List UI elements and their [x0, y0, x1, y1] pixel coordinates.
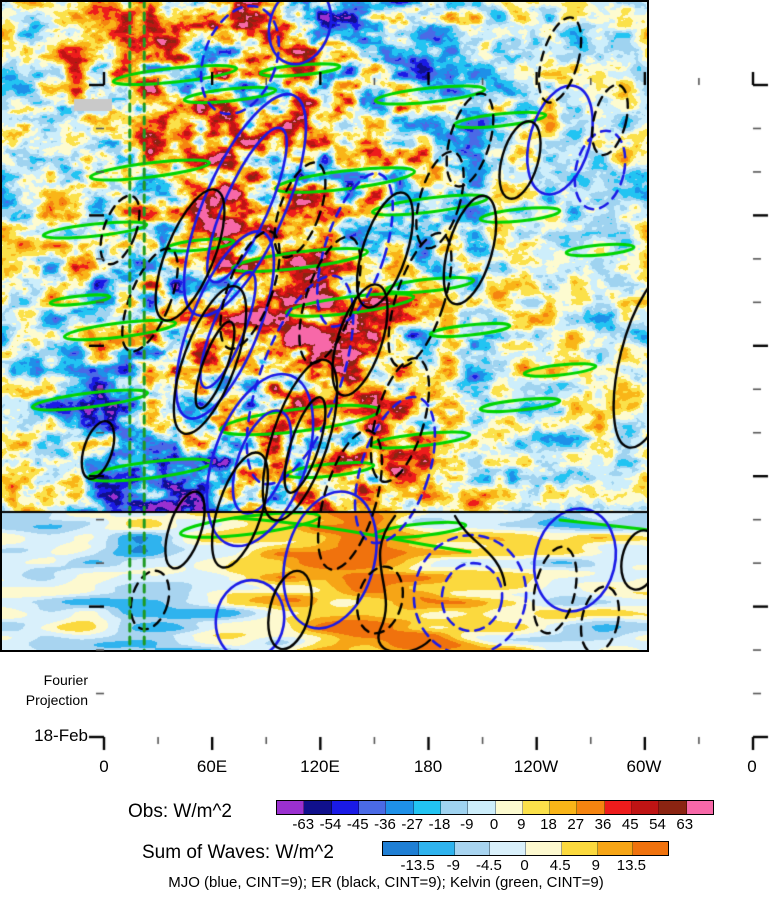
colorbar-cell — [277, 801, 305, 814]
colorbar-tick-label: -36 — [374, 816, 396, 833]
colorbar-cell — [331, 801, 359, 814]
colorbar-cell — [550, 801, 578, 814]
x-tick-label-7: 0 — [747, 757, 757, 776]
x-axis-labels: 0 60E 120E 180 120W 60W 0 — [0, 757, 772, 783]
colorbar-cell — [495, 801, 523, 814]
fourier-projection-label-line2: Projection — [25, 692, 88, 708]
colorbar-cell — [633, 842, 668, 855]
colorbar-tick-label: -18 — [428, 816, 451, 833]
colorbar-tick-label: -9 — [460, 816, 474, 833]
colorbar-tick-label: -54 — [319, 816, 342, 833]
colorbar-cell — [522, 801, 551, 814]
x-tick-label-6: 60W — [626, 757, 662, 776]
wave-legend-caption: MJO (blue, CINT=9); ER (black, CINT=9); … — [168, 874, 604, 891]
colorbar-cell — [686, 801, 713, 814]
colorbar-tick-label: -13.5 — [400, 857, 435, 874]
colorbar-cell — [454, 842, 491, 855]
colorbar-cell — [440, 801, 469, 814]
colorbar-cell — [561, 842, 598, 855]
colorbar-tick-label: 63 — [676, 816, 694, 833]
wave-contour-overlay — [0, 0, 649, 652]
colorbar-cell — [526, 842, 562, 855]
colorbar-tick-label: 13.5 — [616, 857, 646, 874]
colorbar-cell — [358, 801, 387, 814]
x-tick-label-5: 120W — [513, 757, 559, 776]
colorbar-tick-label: 9 — [591, 857, 600, 874]
colorbar-tick-label: 27 — [567, 816, 585, 833]
colorbar-cell — [418, 842, 455, 855]
obs-colorbar-ticks: -63 -54 -45 -36 -27 -18 -9 0 9 18 27 36 45 54 63 — [276, 816, 712, 834]
waves-colorbar[interactable] — [382, 841, 669, 856]
colorbar-tick-label: 45 — [621, 816, 639, 833]
y-tick-label-6: 18-Feb — [34, 726, 88, 745]
x-tick-label-4: 180 — [413, 757, 443, 776]
colorbar-tick-label: 0 — [489, 816, 499, 833]
waves-colorbar-group: Sum of Waves: W/m^2 -13.5 -9 -4.5 0 4.5 9 13.5 — [0, 840, 772, 874]
colorbar-tick-label: -45 — [346, 816, 369, 833]
colorbar-cell — [632, 801, 660, 814]
colorbar-cell — [304, 801, 332, 814]
colorbar-cell — [383, 842, 419, 855]
colorbar-tick-label: 9 — [517, 816, 526, 833]
colorbar-cell — [413, 801, 441, 814]
colorbar-cell — [577, 801, 605, 814]
colorbar-tick-label: 0 — [520, 857, 529, 874]
colorbar-cell — [597, 842, 634, 855]
colorbar-tick-label: -27 — [401, 816, 424, 833]
obs-colorbar[interactable] — [276, 800, 714, 815]
obs-colorbar-group: Obs: W/m^2 -63 -54 -45 -36 -27 -18 -9 0 9 18 27 36 4… — [0, 798, 772, 834]
colorbar-tick-label: 18 — [540, 816, 557, 833]
colorbar-tick-label: 4.5 — [549, 857, 571, 874]
hovmoller-plot[interactable] — [0, 0, 649, 652]
colorbar-tick-label: -9 — [446, 857, 460, 874]
colorbar-tick-label: 36 — [594, 816, 612, 833]
colorbar-cell — [604, 801, 633, 814]
colorbar-tick-label: -4.5 — [475, 857, 502, 874]
colorbar-cell — [386, 801, 414, 814]
obs-colorbar-label: Obs: W/m^2 — [128, 801, 232, 822]
colorbar-cell — [468, 801, 496, 814]
x-tick-label-3: 120E — [300, 757, 340, 776]
fourier-projection-label-line1: Fourier — [43, 672, 88, 688]
colorbar-cell — [659, 801, 687, 814]
waves-colorbar-ticks: -13.5 -9 -4.5 0 4.5 9 13.5 — [382, 857, 667, 875]
colorbar-tick-label: 54 — [649, 816, 666, 833]
colorbar-cell — [490, 842, 526, 855]
x-tick-label-2: 60E — [196, 757, 228, 776]
x-tick-label-1: 0 — [99, 757, 109, 776]
colorbar-tick-label: -63 — [292, 816, 315, 833]
waves-colorbar-label: Sum of Waves: W/m^2 — [142, 842, 334, 863]
